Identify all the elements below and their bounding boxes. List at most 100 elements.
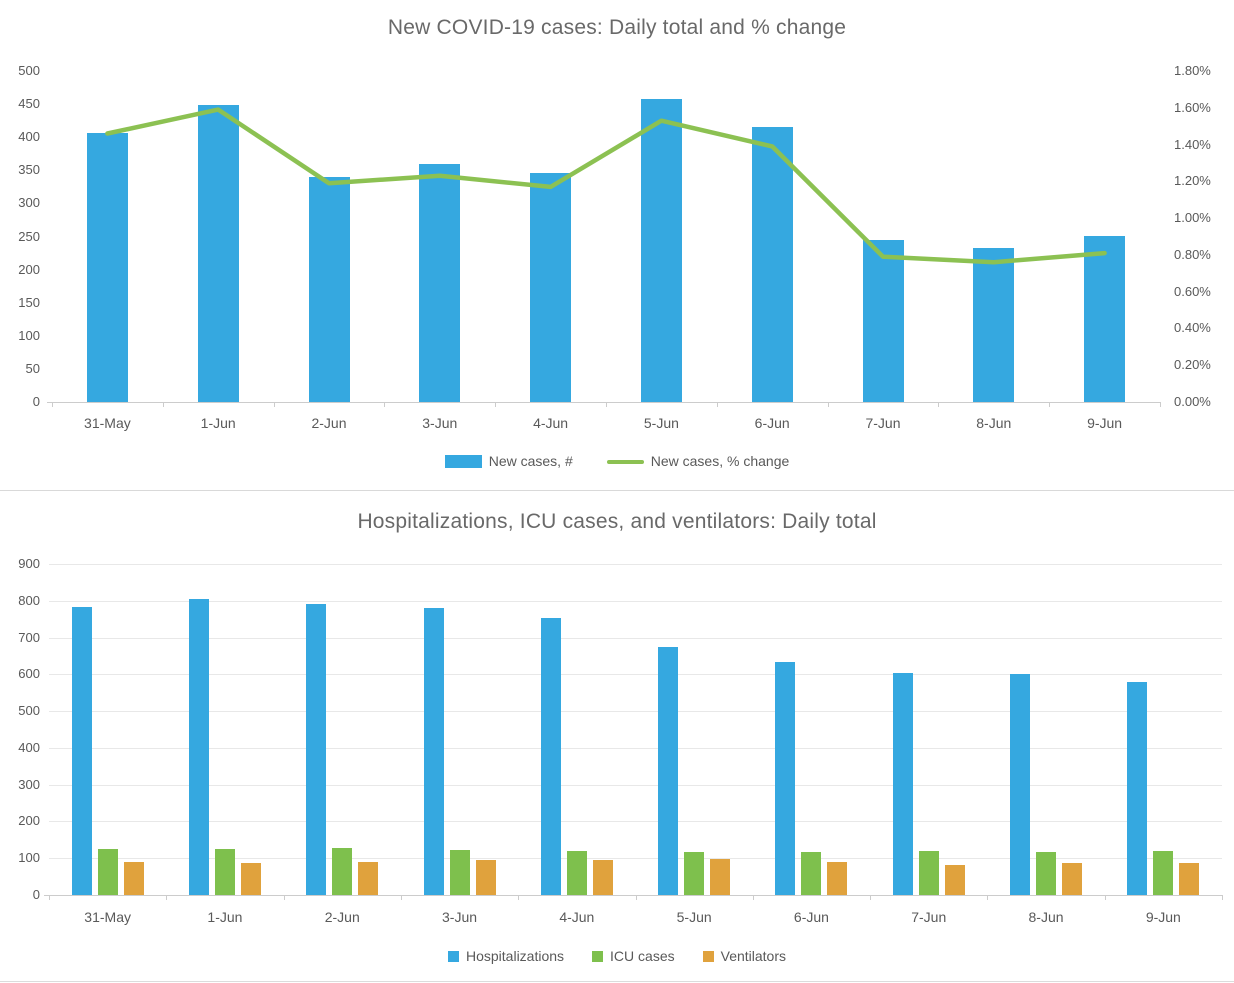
gridline — [49, 821, 1222, 823]
y-axis-label: 200 — [18, 813, 40, 829]
bar-icu-cases-9-jun — [1153, 851, 1174, 895]
x-axis-label-6-jun: 6-Jun — [754, 415, 790, 431]
legend-swatch-bar — [444, 455, 482, 468]
x-axis-tick — [1049, 402, 1051, 407]
bar-icu-cases-8-jun — [1036, 852, 1057, 895]
line-new-cases-change — [105, 107, 1107, 265]
y-axis-label: 250 — [18, 228, 40, 244]
pct-change-line-layer — [105, 107, 1107, 265]
legend-label: New cases, % change — [650, 453, 790, 469]
secondary-y-axis-label: 0.20% — [1174, 357, 1211, 373]
legend-swatch-line — [606, 459, 644, 464]
legend-swatch-square — [447, 951, 459, 962]
bar-icu-cases-6-jun — [801, 852, 822, 895]
gridline — [49, 600, 1222, 602]
secondary-y-axis-label: 0.40% — [1174, 320, 1211, 336]
y-axis-label: 300 — [18, 776, 40, 792]
new-cases-chart-title: New COVID-19 cases: Daily total and % ch… — [387, 16, 847, 39]
x-axis-tick — [716, 402, 718, 407]
x-axis-line — [47, 402, 1161, 403]
legend-label: ICU cases — [610, 948, 675, 964]
x-axis-tick — [283, 895, 285, 900]
x-axis-tick — [752, 895, 754, 900]
secondary-y-axis-label: 1.60% — [1174, 99, 1211, 115]
y-axis-label: 200 — [18, 261, 40, 277]
hospitalizations-chart-plot: 900 800 700 600 500 400 300 200 100 0 31-May 1-Jun 2… — [0, 491, 1234, 983]
x-axis-label-7-jun: 7-Jun — [865, 415, 901, 431]
gridline — [49, 858, 1222, 860]
x-axis-tick — [938, 402, 940, 407]
legend-label: New cases, # — [488, 453, 573, 469]
x-axis-tick — [166, 895, 168, 900]
legend-item-icu-cases: ICU cases — [592, 948, 675, 965]
x-axis-tick — [384, 402, 386, 407]
hospitalizations-chart-panel: Hospitalizations, ICU cases, and ventila… — [0, 491, 1234, 983]
gridline — [49, 564, 1222, 565]
y-axis-label: 500 — [18, 63, 40, 78]
secondary-y-axis-label: 0.60% — [1174, 283, 1211, 299]
x-axis-tick — [606, 402, 607, 407]
bar-new-cases-9-jun — [1084, 235, 1126, 402]
bar-new-cases-31-may — [86, 133, 128, 402]
bar-hospitalizations-5-jun — [658, 646, 679, 895]
bar-new-cases-6-jun — [751, 126, 793, 402]
bar-hospitalizations-31-may — [71, 607, 92, 895]
y-axis-label: 0 — [32, 394, 40, 409]
y-axis-label: 0 — [32, 887, 40, 902]
x-axis-label-31-may: 31-May — [84, 909, 131, 925]
x-axis-tick — [518, 895, 520, 900]
bar-hospitalizations-4-jun — [540, 618, 561, 895]
y-axis-label: 300 — [18, 195, 40, 211]
gridline — [49, 674, 1222, 676]
secondary-y-axis-label: 1.20% — [1174, 173, 1211, 189]
panel-divider — [0, 490, 1234, 491]
bar-ventilators-31-may — [123, 862, 144, 895]
x-axis-label-7-jun: 7-Jun — [911, 909, 947, 925]
bar-new-cases-2-jun — [308, 176, 350, 402]
bar-ventilators-5-jun — [710, 859, 731, 895]
y-axis-label: 450 — [18, 96, 40, 112]
bar-icu-cases-5-jun — [684, 852, 705, 895]
x-axis-tick — [52, 402, 53, 407]
legend-item-ventilators: Ventilators — [702, 948, 786, 965]
x-axis-tick — [162, 402, 164, 407]
secondary-y-axis-label: 0.80% — [1174, 246, 1211, 262]
bar-new-cases-8-jun — [973, 248, 1015, 402]
secondary-y-axis-label: 1.00% — [1174, 210, 1211, 226]
secondary-y-axis-label: 1.40% — [1174, 136, 1211, 152]
x-axis-label-8-jun: 8-Jun — [1028, 909, 1064, 925]
hospitalizations-chart-legend: Hospitalizations ICU cases Ventilators — [0, 948, 1234, 965]
x-axis-tick — [495, 402, 497, 407]
bar-ventilators-6-jun — [827, 861, 848, 895]
x-axis-label-31-may: 31-May — [84, 415, 131, 431]
bar-icu-cases-7-jun — [918, 851, 939, 895]
secondary-y-axis-label: 0.00% — [1174, 394, 1211, 409]
secondary-y-axis-label: 1.80% — [1174, 63, 1211, 78]
bar-new-cases-5-jun — [640, 99, 682, 402]
bar-hospitalizations-2-jun — [306, 603, 327, 895]
x-axis-tick — [1160, 402, 1161, 407]
bar-icu-cases-3-jun — [449, 850, 470, 895]
x-axis-line — [44, 895, 1223, 896]
y-axis-label: 500 — [18, 703, 40, 719]
bar-ventilators-7-jun — [944, 865, 965, 895]
x-axis-tick — [870, 895, 872, 900]
legend-item-new-cases: New cases, # — [444, 453, 573, 470]
x-axis-tick — [49, 895, 50, 900]
bar-icu-cases-1-jun — [214, 849, 235, 895]
bar-ventilators-9-jun — [1179, 863, 1200, 895]
bar-hospitalizations-7-jun — [892, 672, 913, 895]
x-axis-label-2-jun: 2-Jun — [324, 909, 360, 925]
x-axis-tick — [400, 895, 402, 900]
legend-swatch-square — [702, 951, 714, 962]
bar-hospitalizations-8-jun — [1010, 674, 1031, 895]
bar-hospitalizations-3-jun — [423, 608, 444, 895]
x-axis-label-3-jun: 3-Jun — [442, 909, 478, 925]
bar-hospitalizations-9-jun — [1127, 682, 1148, 895]
gridline — [49, 747, 1222, 749]
bar-icu-cases-4-jun — [566, 851, 587, 895]
gridline — [49, 711, 1222, 713]
x-axis-tick — [987, 895, 989, 900]
bar-ventilators-3-jun — [475, 860, 496, 895]
